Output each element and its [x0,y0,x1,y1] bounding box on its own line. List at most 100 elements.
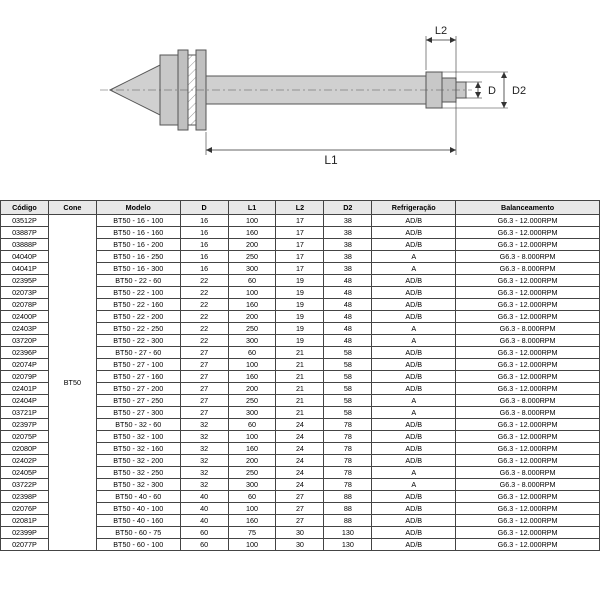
cell: 200 [228,239,276,251]
cell-codigo: 02081P [1,515,49,527]
cell: 300 [228,263,276,275]
dim-d-label: D [488,85,496,97]
cell: 100 [228,215,276,227]
cell: BT50 - 22 - 200 [96,311,180,323]
cell-codigo: 02395P [1,275,49,287]
cell: 24 [276,431,324,443]
cell: 27 [276,503,324,515]
cell: 88 [324,491,372,503]
cell: 24 [276,479,324,491]
cell-codigo: 04041P [1,263,49,275]
cell: 17 [276,251,324,263]
cell: 27 [180,347,228,359]
cell: 100 [228,503,276,515]
cell-codigo: 02073P [1,287,49,299]
cell: G6.3 - 12.000RPM [456,239,600,251]
cell-codigo: 02398P [1,491,49,503]
cell: 100 [228,431,276,443]
cell: G6.3 - 12.000RPM [456,539,600,551]
cell: 24 [276,443,324,455]
cell: G6.3 - 12.000RPM [456,515,600,527]
cell: A [372,479,456,491]
cell: G6.3 - 12.000RPM [456,491,600,503]
cell: 38 [324,239,372,251]
cell: BT50 - 32 - 60 [96,419,180,431]
cell: 48 [324,323,372,335]
cell: AD/B [372,539,456,551]
cell: 17 [276,215,324,227]
cell-codigo: 04040P [1,251,49,263]
cell-codigo: 03721P [1,407,49,419]
cell: G6.3 - 12.000RPM [456,431,600,443]
cell: 160 [228,299,276,311]
cell: BT50 - 27 - 160 [96,371,180,383]
cell-codigo: 03887P [1,227,49,239]
cell: 48 [324,299,372,311]
cell: 200 [228,311,276,323]
cell: G6.3 - 12.000RPM [456,359,600,371]
cell: 60 [228,419,276,431]
cell: 22 [180,311,228,323]
cell-codigo: 02078P [1,299,49,311]
cell: 22 [180,275,228,287]
col-d: D [180,201,228,215]
cell: 32 [180,479,228,491]
cell: G6.3 - 12.000RPM [456,443,600,455]
cell: 160 [228,515,276,527]
cell: 21 [276,371,324,383]
cell-codigo: 03888P [1,239,49,251]
cell: BT50 - 16 - 200 [96,239,180,251]
cell-codigo: 02074P [1,359,49,371]
cell: 60 [228,347,276,359]
cell: 16 [180,227,228,239]
cell-codigo: 02404P [1,395,49,407]
cell: 16 [180,251,228,263]
cell: 17 [276,263,324,275]
cell: BT50 - 22 - 160 [96,299,180,311]
cell: AD/B [372,347,456,359]
cell-codigo: 02397P [1,419,49,431]
cell: 19 [276,275,324,287]
cell: 21 [276,395,324,407]
spec-table: Código Cone Modelo D L1 L2 D2 Refrigeraç… [0,200,600,551]
cell: 40 [180,491,228,503]
cell: G6.3 - 12.000RPM [456,311,600,323]
cell: 30 [276,539,324,551]
cell: AD/B [372,239,456,251]
cell-codigo: 02075P [1,431,49,443]
cell: 38 [324,227,372,239]
cell: 200 [228,383,276,395]
cell: 100 [228,287,276,299]
cell: BT50 - 32 - 200 [96,455,180,467]
cell: G6.3 - 8.000RPM [456,263,600,275]
cell: 48 [324,275,372,287]
cell: 58 [324,371,372,383]
cell: 21 [276,407,324,419]
cell: 300 [228,407,276,419]
cell-codigo: 03512P [1,215,49,227]
cell: 58 [324,347,372,359]
cell: 30 [276,527,324,539]
cell: BT50 - 40 - 60 [96,491,180,503]
cell: AD/B [372,287,456,299]
cell: 27 [180,383,228,395]
cell: 250 [228,323,276,335]
cell: AD/B [372,275,456,287]
cell: 17 [276,239,324,251]
cell: 60 [228,275,276,287]
cell: 160 [228,227,276,239]
cell: 78 [324,443,372,455]
cell: 250 [228,251,276,263]
cell: BT50 - 27 - 100 [96,359,180,371]
cell: BT50 - 16 - 160 [96,227,180,239]
cell: 78 [324,467,372,479]
cell: G6.3 - 8.000RPM [456,323,600,335]
cell: 19 [276,287,324,299]
cell: G6.3 - 12.000RPM [456,347,600,359]
cell-codigo: 02401P [1,383,49,395]
cell: G6.3 - 12.000RPM [456,299,600,311]
cell: AD/B [372,359,456,371]
cell: 160 [228,371,276,383]
cell: G6.3 - 12.000RPM [456,527,600,539]
cell: 27 [180,371,228,383]
